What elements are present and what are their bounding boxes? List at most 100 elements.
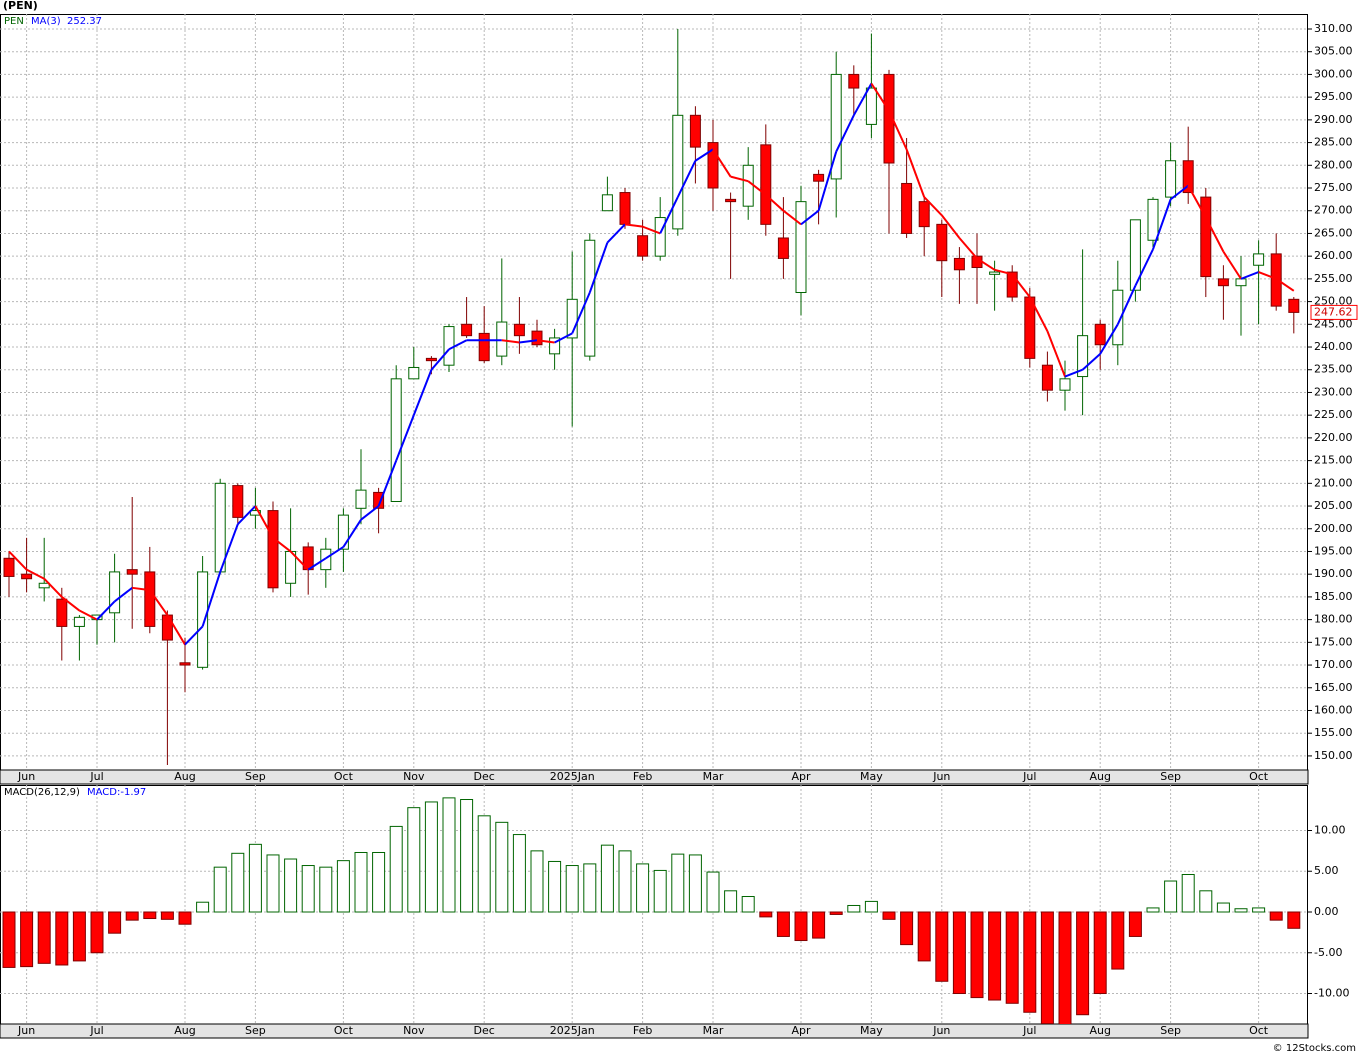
ma-line [1222,251,1242,280]
candle-body [619,192,631,225]
x-tick-label: 2025Jan [550,1024,595,1037]
macd-bar [688,854,702,913]
y-tick-label: -10.00 [1314,987,1349,1000]
ma-line [1240,271,1259,280]
candle-body [1253,253,1265,266]
ma-line [1046,330,1066,377]
macd-bar [160,911,174,920]
ma-line [1134,248,1154,287]
macd-bar [1146,907,1160,913]
candle-body [566,298,578,339]
macd-bar [90,911,104,954]
y-tick-label: 160.00 [1314,703,1353,716]
candle-body [73,616,85,627]
candle-body [496,321,508,357]
y-tick-label: 155.00 [1314,726,1353,739]
y-tick-label: 195.00 [1314,544,1353,557]
macd-bar [741,896,755,913]
candle-body [918,201,930,228]
ma-line [624,223,643,228]
candle-body [214,482,226,573]
macd-bar [671,853,685,913]
macd-bar [108,911,122,934]
candle-body [1077,335,1089,378]
ma-line [237,505,257,525]
candle-body [883,73,895,164]
ma-line [1116,285,1137,325]
ma-line [835,114,855,153]
macd-bar [143,911,157,920]
x-tick-label: Aug [1089,770,1110,783]
candle-body [1165,160,1177,198]
candle-body [760,144,772,225]
ma-line [184,625,204,646]
x-tick-label: Nov [403,770,425,783]
ma-line [132,586,150,592]
candle-body [355,489,367,509]
macd-bar [1269,911,1283,921]
candle-body [1041,364,1053,391]
x-tick-label: Jul [89,770,103,783]
macd-bar [1093,911,1107,995]
candle-body [1182,160,1194,194]
macd-bar [917,911,931,962]
candle-body [795,201,807,294]
ma-line [694,148,714,162]
ma-line [765,194,785,212]
candle-body [1024,296,1036,359]
macd-bar [248,843,262,913]
candle-body [3,557,15,577]
macd-bar [724,890,738,913]
macd-bar [1040,911,1054,1024]
x-tick-label: Feb [633,1024,652,1037]
ma-line [78,609,98,621]
x-tick-label: Aug [174,770,195,783]
candle-body [584,239,596,357]
last-price-box [1310,304,1358,320]
candle-body [56,598,68,627]
macd-bar [776,911,790,937]
x-axis-strip [0,1023,1309,1039]
x-tick-label: Jul [1022,1024,1036,1037]
ma-line [501,339,520,344]
legend-value: 252.37 [67,16,102,27]
ma-line [1187,185,1207,219]
macd-bar [196,901,210,913]
candle-body [1129,219,1141,291]
macd-bar [284,858,298,913]
ma-line [659,196,679,234]
y-tick-label: 300.00 [1314,67,1353,80]
y-tick-label: 185.00 [1314,590,1353,603]
x-tick-label: Jun [17,770,35,783]
macd-bar [565,865,579,913]
macd-bar [389,825,403,913]
ma-line [1064,368,1083,378]
x-tick-label: Sep [245,1024,266,1037]
macd-bar [37,911,51,964]
candle-body [689,114,701,148]
ma-line [958,237,978,260]
ma-line [712,148,732,178]
macd-bar [952,911,966,995]
candle-body [197,571,209,668]
y-tick-label: -5.00 [1314,946,1342,959]
y-tick-label: 0.00 [1314,905,1339,918]
macd-bar [583,863,597,913]
ma-line [430,348,450,371]
ma-line [113,587,133,603]
ma-line [782,209,802,226]
candle-body [637,235,649,257]
y-tick-label: 230.00 [1314,385,1353,398]
y-tick-label: 165.00 [1314,681,1353,694]
macd-bar [72,911,86,962]
x-tick-label: Oct [334,770,354,783]
macd-bar [864,900,878,913]
macd-bar [495,821,509,913]
candle-body [1235,278,1247,287]
candle-body [654,217,666,257]
macd-bar [759,911,773,918]
ma-line [26,568,45,580]
candle-body [21,573,33,580]
candle-body [865,87,877,125]
macd-bar [20,911,34,968]
